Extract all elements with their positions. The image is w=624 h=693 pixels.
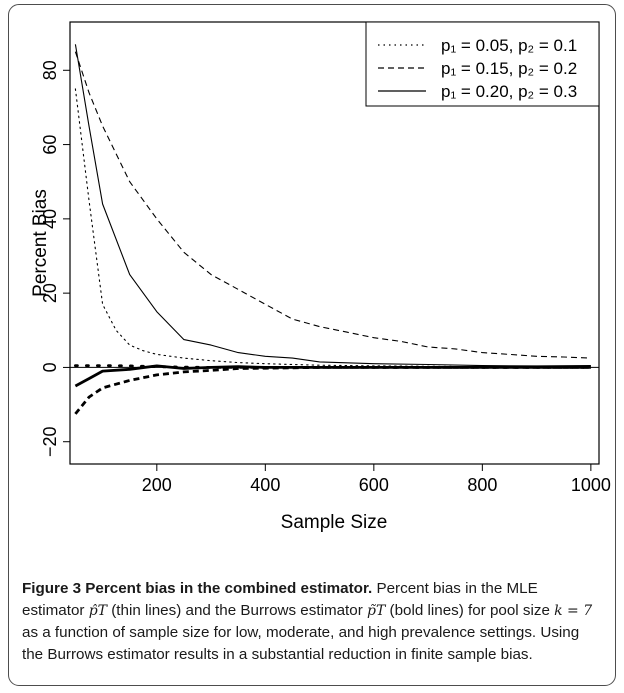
legend-label: p₁ = 0.15, p₂ = 0.2 bbox=[441, 59, 577, 78]
x-tick-label: 200 bbox=[142, 475, 172, 495]
plot-area bbox=[69, 21, 600, 465]
figure-frame bbox=[8, 4, 616, 686]
caption-text-2: (thin lines) and the Burrows estimator bbox=[107, 602, 367, 619]
x-tick-label: 400 bbox=[250, 475, 280, 495]
series-line-mle-solid bbox=[74, 44, 591, 367]
caption-text-4: as a function of sample size for low, mo… bbox=[22, 624, 580, 663]
x-tick-label: 800 bbox=[467, 475, 497, 495]
x-tick-label: 1000 bbox=[571, 475, 611, 495]
caption-text-1: Percent bias in the MLE estimator bbox=[22, 580, 538, 619]
caption-symbol-burrows: p̃T bbox=[366, 603, 386, 619]
series-line-burrows-solid bbox=[74, 364, 591, 388]
y-tick-label: 60 bbox=[40, 135, 60, 155]
figure-caption: Figure 3 Percent bias in the combined es… bbox=[22, 578, 602, 666]
y-tick-label: 40 bbox=[40, 209, 60, 229]
series-group bbox=[74, 44, 593, 415]
x-tick-label: 600 bbox=[359, 475, 389, 495]
x-axis-label: Sample Size bbox=[281, 512, 388, 533]
caption-title: Figure 3 Percent bias in the combined es… bbox=[22, 580, 373, 597]
legend-label: p₁ = 0.20, p₂ = 0.3 bbox=[441, 82, 577, 101]
legend-box bbox=[365, 21, 600, 107]
line-chart: 200 400 600 800 1000 −20 0 20 40 60 80 p₁ = 0.05, … bbox=[30, 21, 611, 533]
legend-label: p₁ = 0.05, p₂ = 0.1 bbox=[441, 36, 577, 55]
series-line-burrows-dashed bbox=[74, 365, 591, 415]
y-tick-label: 0 bbox=[40, 362, 60, 372]
axes: 200 400 600 800 1000 −20 0 20 40 60 80 bbox=[40, 60, 611, 495]
caption-text-3: (bold lines) for pool size bbox=[385, 602, 555, 619]
y-tick-label: −20 bbox=[40, 426, 60, 457]
y-axis-label: Percent Bias bbox=[30, 189, 51, 297]
caption-symbol-k: k = 7 bbox=[554, 603, 593, 619]
series-line-mle-dotted bbox=[74, 88, 592, 368]
caption-symbol-mle: p̂T bbox=[88, 603, 107, 619]
legend: p₁ = 0.05, p₂ = 0.1 p₁ = 0.15, p₂ = 0.2 p₁… bbox=[365, 21, 600, 107]
y-tick-label: 80 bbox=[40, 60, 60, 80]
y-tick-label: 20 bbox=[40, 283, 60, 303]
